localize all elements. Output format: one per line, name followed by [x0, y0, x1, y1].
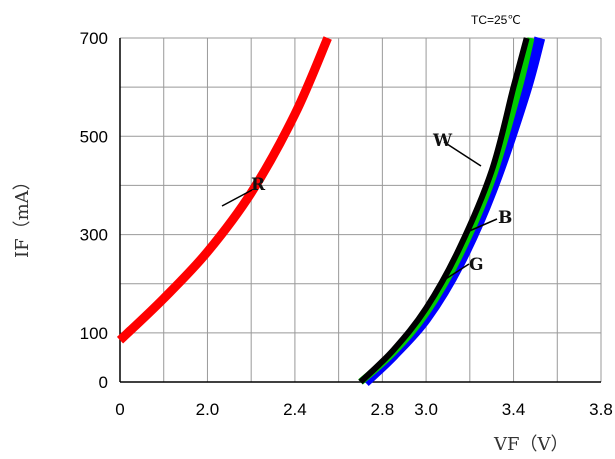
x-tick-label: 2.8: [371, 400, 395, 419]
x-axis-label: VF（V）: [493, 434, 569, 455]
y-tick-label: 0: [99, 373, 108, 392]
annotations: R W B G TC=25℃: [221, 13, 521, 283]
y-axis-label: IF（mA）: [12, 172, 33, 258]
y-tick-label: 700: [80, 29, 108, 48]
y-tick-label: 300: [80, 226, 108, 245]
x-tick-label: 3.8: [589, 400, 613, 419]
b-leader-line: [466, 218, 498, 233]
y-tick-label: 100: [80, 324, 108, 343]
x-tick-label: 3.4: [502, 400, 526, 419]
series-line-r: [116, 36, 332, 344]
series-group: [116, 36, 546, 386]
x-tick-label: 2.0: [196, 400, 220, 419]
series-line-w: [358, 37, 530, 385]
condition-label: TC=25℃: [471, 13, 521, 27]
tick-labels: 0 2.0 2.4 2.8 3.0 3.4 3.8 0 100 300 500 700: [80, 29, 613, 419]
series-label-g: G: [469, 255, 484, 275]
x-tick-label: 0: [115, 400, 124, 419]
series-label-b: B: [498, 208, 512, 228]
w-leader-line: [443, 141, 482, 167]
g-leader-line: [440, 263, 470, 283]
y-tick-label: 500: [80, 127, 108, 146]
x-tick-label: 2.4: [283, 400, 307, 419]
r-leader-line: [221, 189, 253, 207]
series-label-w: W: [432, 131, 453, 151]
series-label-r: R: [251, 175, 266, 195]
x-tick-label: 3.0: [414, 400, 438, 419]
